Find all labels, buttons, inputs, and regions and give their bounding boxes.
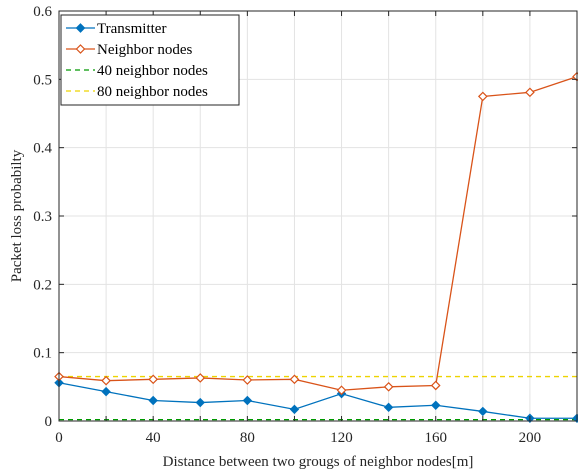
data-point [477, 91, 488, 102]
legend-marker [75, 23, 86, 33]
data-point [195, 373, 206, 383]
y-tick-label: 0.3 [33, 209, 52, 225]
x-tick-label: 200 [519, 430, 542, 446]
series-transmitter [54, 378, 578, 423]
data-point [289, 374, 300, 385]
series-layer [54, 71, 578, 423]
series-line [58, 382, 577, 419]
legend-box [60, 14, 240, 106]
series-line [58, 75, 578, 391]
data-point [336, 385, 347, 396]
data-point [242, 395, 253, 406]
y-tick-label: 0.2 [33, 277, 52, 293]
y-tick-label: 0.4 [33, 141, 52, 157]
legend-label: 40 neighbor nodes [97, 63, 208, 79]
x-axis-label: Distance between two grougs of neighbor … [163, 454, 474, 470]
data-point [383, 402, 394, 413]
y-tick-label: 0.6 [33, 4, 52, 20]
tick-labels: 0 40 80 120 160 200 0 0.1 0.2 0.3 0.4 0.5 0.6 [33, 4, 541, 446]
legend-label: 80 neighbor nodes [97, 84, 208, 100]
data-point [431, 400, 441, 410]
data-point [383, 381, 394, 392]
data-point [101, 375, 111, 386]
x-tick-label: 40 [146, 430, 161, 446]
data-point [101, 386, 111, 397]
x-tick-label: 160 [424, 430, 447, 446]
data-point [148, 374, 159, 385]
data-point [478, 406, 488, 417]
data-point [525, 87, 535, 98]
x-tick-label: 0 [55, 430, 63, 446]
x-tick-label: 120 [330, 430, 353, 446]
legend: Transmitter Neighbor nodes 40 neighbor nod… [60, 14, 240, 106]
data-point [195, 397, 205, 408]
series-neighbor-nodes [54, 71, 578, 396]
data-point [242, 375, 253, 385]
legend-label: Transmitter [97, 21, 166, 37]
y-axis-label: Packet loss probabilty [9, 149, 25, 282]
data-point [430, 380, 441, 391]
y-tick-label: 0.1 [33, 346, 52, 362]
axis-ticks [58, 10, 578, 422]
y-tick-label: 0 [45, 414, 53, 430]
y-tick-label: 0.5 [33, 72, 52, 88]
legend-label: Neighbor nodes [97, 42, 193, 58]
data-point [148, 395, 158, 406]
x-tick-label: 80 [240, 430, 255, 446]
legend-marker [75, 44, 86, 54]
data-point [289, 404, 300, 415]
